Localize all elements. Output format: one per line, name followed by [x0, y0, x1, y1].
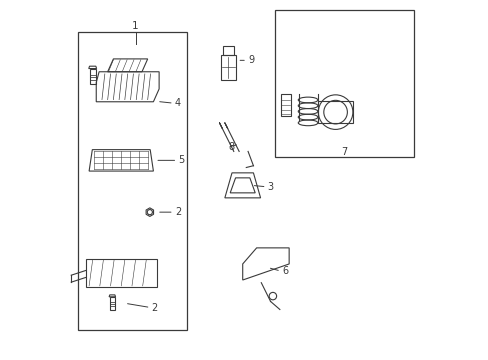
- Text: 2: 2: [151, 302, 158, 312]
- Bar: [89, 68, 96, 84]
- Bar: [109, 297, 115, 310]
- Bar: [78, 32, 187, 330]
- Text: 8: 8: [228, 142, 234, 152]
- Text: 7: 7: [340, 147, 346, 157]
- Text: 1: 1: [132, 21, 139, 31]
- Text: 2: 2: [175, 207, 181, 217]
- Text: 6: 6: [282, 266, 287, 276]
- Text: 3: 3: [267, 182, 273, 192]
- Text: 4: 4: [175, 98, 181, 108]
- Bar: [221, 55, 235, 80]
- Bar: [223, 46, 233, 55]
- Bar: [274, 10, 413, 157]
- Text: 9: 9: [247, 55, 254, 65]
- Text: 5: 5: [178, 156, 184, 165]
